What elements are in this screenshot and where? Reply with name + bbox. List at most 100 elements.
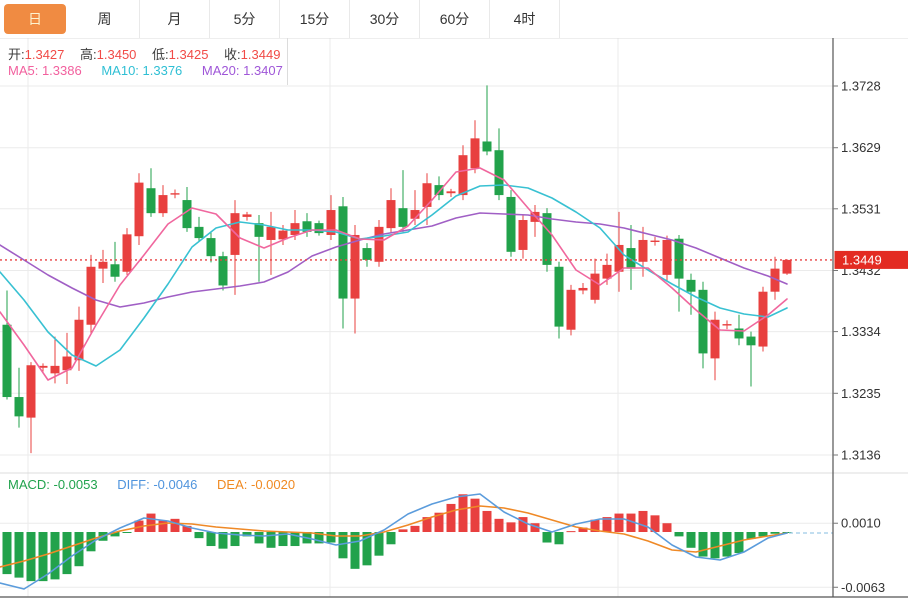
macd-hist-bar bbox=[578, 527, 588, 532]
tab-timeframe-2[interactable]: 周 bbox=[70, 0, 140, 38]
last-price-badge bbox=[834, 250, 908, 269]
price-axis-label: 1.3728 bbox=[841, 79, 881, 94]
macd-hist-bar bbox=[614, 513, 624, 532]
candle-body bbox=[302, 221, 312, 232]
candle-body bbox=[2, 324, 12, 398]
price-axis-label: 1.3136 bbox=[841, 448, 881, 463]
macd-hist-bar bbox=[458, 494, 468, 532]
macd-hist-bar bbox=[170, 518, 180, 532]
candle-body bbox=[686, 279, 696, 292]
tab-timeframe-4[interactable]: 5分 bbox=[210, 0, 280, 38]
macd-hist-bar bbox=[326, 532, 336, 543]
candle-body bbox=[458, 155, 468, 196]
macd-hist-bar bbox=[230, 532, 240, 547]
price-axis-label: 1.3531 bbox=[841, 201, 881, 216]
macd-hist-bar bbox=[770, 532, 780, 534]
macd-hist-bar bbox=[242, 532, 252, 537]
candle-body bbox=[350, 234, 360, 299]
macd-hist-bar bbox=[62, 532, 72, 575]
high-label: 高: bbox=[80, 47, 97, 62]
macd-hist-bar bbox=[530, 523, 540, 532]
macd-hist-bar bbox=[590, 519, 600, 532]
ma-legend: MA5: 1.3386 MA10: 1.3376 MA20: 1.3407 bbox=[8, 63, 299, 78]
macd-hist-bar bbox=[710, 532, 720, 559]
macd-hist-bar bbox=[506, 522, 516, 532]
candle-body bbox=[266, 226, 276, 240]
macd-hist-bar bbox=[110, 532, 120, 537]
candle-body bbox=[710, 319, 720, 359]
candle-body bbox=[674, 238, 684, 279]
candle-body bbox=[134, 182, 144, 237]
macd-hist-bar bbox=[494, 518, 504, 532]
candle-body bbox=[566, 289, 576, 330]
macd-hist-bar bbox=[14, 532, 24, 578]
low-label: 低: bbox=[152, 47, 169, 62]
candle-body bbox=[494, 150, 504, 196]
macd-hist-bar bbox=[746, 532, 756, 540]
candle-body bbox=[614, 244, 624, 272]
candle-body bbox=[746, 336, 756, 346]
candle-body bbox=[218, 256, 228, 286]
low-value: 1.3425 bbox=[168, 47, 209, 62]
price-axis-label: 1.3235 bbox=[841, 386, 881, 401]
candle-body bbox=[482, 141, 492, 152]
candle-body bbox=[662, 239, 672, 275]
candle-body bbox=[170, 193, 180, 195]
macd-hist-bar bbox=[398, 529, 408, 532]
candle-body bbox=[650, 240, 660, 242]
ma5-line bbox=[0, 167, 788, 381]
macd-hist-bar bbox=[278, 532, 288, 547]
macd-hist-bar bbox=[50, 532, 60, 580]
candle-body bbox=[518, 220, 528, 250]
macd-axis-label: -0.0063 bbox=[841, 580, 885, 595]
high-value: 1.3450 bbox=[96, 47, 137, 62]
close-value: 1.3449 bbox=[240, 47, 281, 62]
close-label: 收: bbox=[224, 47, 241, 62]
candle-body bbox=[434, 185, 444, 196]
tab-timeframe-3[interactable]: 月 bbox=[140, 0, 210, 38]
candle-body bbox=[410, 210, 420, 219]
macd-hist-bar bbox=[470, 498, 480, 532]
macd-hist-bar bbox=[374, 532, 384, 556]
candle-body bbox=[38, 365, 48, 368]
tab-timeframe-6[interactable]: 30分 bbox=[350, 0, 420, 38]
candle-body bbox=[122, 234, 132, 272]
candle-body bbox=[290, 223, 300, 235]
macd-axis-label: 0.0010 bbox=[841, 516, 881, 531]
macd-hist-bar bbox=[122, 532, 132, 533]
macd-hist-bar bbox=[146, 513, 156, 532]
ohlc-legend: 开:1.3427 高:1.3450 低:1.3425 收:1.3449 bbox=[8, 44, 292, 63]
candle-body bbox=[470, 138, 480, 169]
candle-body bbox=[26, 365, 36, 418]
tab-timeframe-5[interactable]: 15分 bbox=[280, 0, 350, 38]
macd-hist-bar bbox=[38, 532, 48, 582]
tab-timeframe-8[interactable]: 4时 bbox=[490, 0, 560, 38]
tab-timeframe-7[interactable]: 60分 bbox=[420, 0, 490, 38]
candle-body bbox=[578, 287, 588, 291]
macd-hist-bar bbox=[158, 520, 168, 532]
candle-body bbox=[362, 248, 372, 260]
macd-hist-bar bbox=[650, 515, 660, 532]
last-price-badge-text: 1.3449 bbox=[842, 252, 882, 267]
candle-body bbox=[542, 213, 552, 265]
tab-timeframe-1[interactable]: 日 bbox=[4, 4, 66, 34]
candle-body bbox=[782, 259, 792, 274]
candle-body bbox=[98, 261, 108, 269]
macd-hist-bar bbox=[206, 532, 216, 547]
candle-body bbox=[386, 200, 396, 229]
diff-value: DIFF: -0.0046 bbox=[117, 477, 198, 492]
candle-body bbox=[50, 365, 60, 374]
candle-body bbox=[74, 319, 84, 361]
candle-body bbox=[398, 208, 408, 227]
macd-hist-bar bbox=[86, 532, 96, 552]
candle-body bbox=[446, 191, 456, 194]
candle-body bbox=[602, 264, 612, 279]
macd-hist-bar bbox=[314, 532, 324, 544]
macd-hist-bar bbox=[254, 532, 264, 544]
dea-line bbox=[0, 505, 788, 568]
ma20-line bbox=[0, 212, 788, 308]
macd-hist-bar bbox=[218, 532, 228, 549]
macd-value: MACD: -0.0053 bbox=[8, 477, 98, 492]
candle-body bbox=[278, 230, 288, 240]
